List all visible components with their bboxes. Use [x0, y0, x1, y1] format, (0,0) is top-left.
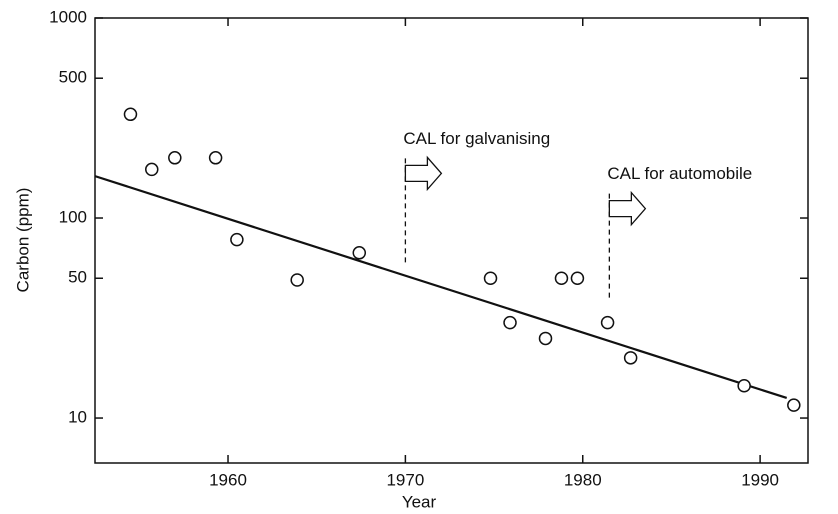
point — [623, 351, 638, 365]
point — [787, 398, 801, 412]
point — [208, 151, 223, 165]
y-tick-label: 50 — [68, 268, 87, 287]
trend-line — [94, 175, 788, 400]
y-tick-label: 500 — [59, 68, 87, 87]
point — [168, 151, 182, 165]
point — [737, 379, 751, 393]
x-axis-label: Year — [402, 492, 437, 511]
point — [600, 315, 615, 330]
point — [352, 246, 367, 260]
point — [123, 107, 138, 122]
y-axis-label: Carbon (ppm) — [13, 188, 32, 293]
y-tick-label: 10 — [68, 408, 87, 427]
x-tick-label: 1980 — [564, 470, 602, 489]
point — [554, 271, 569, 285]
y-tick-label: 100 — [59, 208, 87, 227]
point — [570, 271, 585, 285]
point — [145, 162, 159, 177]
point — [538, 331, 553, 346]
annotation-arrow — [608, 190, 647, 227]
annotation-text: CAL for galvanising — [403, 129, 550, 148]
annotation-arrow — [404, 155, 443, 192]
x-tick-label: 1990 — [741, 470, 779, 489]
annotation-text: CAL for automobile — [607, 164, 752, 183]
y-tick-label: 1000 — [49, 7, 87, 26]
point — [483, 271, 498, 285]
x-tick-label: 1970 — [386, 470, 424, 489]
point — [503, 315, 517, 330]
x-tick-label: 1960 — [209, 470, 247, 489]
point — [290, 273, 304, 287]
point — [230, 232, 244, 247]
plot-frame — [94, 17, 809, 464]
